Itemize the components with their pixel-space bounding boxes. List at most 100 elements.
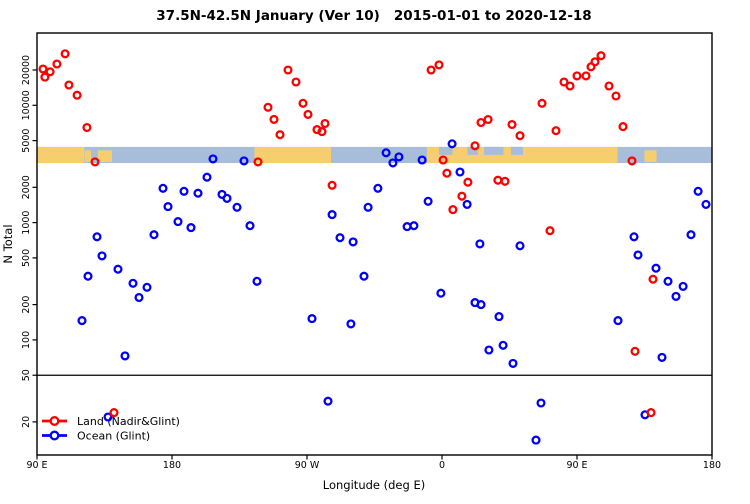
legend-marker — [49, 430, 60, 441]
data-point — [657, 352, 667, 362]
data-point — [291, 77, 301, 87]
data-point — [323, 396, 333, 406]
data-point — [128, 278, 138, 288]
band-ocean-patch — [467, 146, 478, 155]
data-point — [618, 122, 628, 132]
legend-label: Land (Nadir&Glint) — [77, 415, 180, 428]
data-point — [438, 155, 448, 165]
data-point — [475, 239, 485, 249]
data-point — [320, 118, 330, 129]
data-point — [590, 57, 600, 67]
y-tick-label: 20 — [21, 416, 32, 428]
data-point — [448, 205, 458, 215]
data-point — [515, 131, 525, 141]
data-point — [686, 230, 696, 240]
x-tick-label: 90 E — [566, 460, 587, 471]
data-point — [202, 172, 212, 182]
data-point — [263, 102, 273, 112]
data-point — [545, 226, 555, 236]
band-land-segment — [84, 150, 91, 163]
data-point — [163, 202, 173, 212]
data-point — [363, 202, 373, 212]
data-point — [158, 183, 168, 193]
data-point — [179, 186, 189, 196]
data-point — [45, 67, 55, 77]
data-point — [596, 51, 606, 61]
band-ocean-patch — [439, 146, 453, 155]
data-point — [536, 398, 546, 408]
data-point — [186, 223, 196, 233]
data-point — [283, 65, 293, 75]
data-point — [423, 196, 433, 206]
y-tick-label: 100 — [21, 331, 32, 349]
data-point — [381, 148, 391, 158]
data-point — [239, 156, 249, 166]
data-point — [208, 154, 218, 164]
data-point — [646, 408, 656, 418]
data-point — [442, 168, 452, 178]
y-tick-label: 10000 — [21, 90, 32, 120]
x-tick-label: 180 — [703, 460, 721, 471]
data-point — [508, 358, 518, 368]
band-land-segment — [254, 146, 331, 164]
data-point — [327, 180, 337, 190]
data-point — [629, 232, 639, 242]
data-point — [436, 288, 446, 298]
data-point — [494, 312, 504, 322]
data-point — [149, 230, 159, 240]
data-point — [120, 351, 130, 361]
data-point — [611, 91, 621, 101]
data-point — [298, 98, 308, 108]
data-point — [457, 191, 467, 201]
data-point — [678, 281, 688, 291]
legend: Land (Nadir&Glint) Ocean (Glint) — [42, 415, 180, 443]
data-point — [447, 139, 457, 149]
data-point — [373, 183, 383, 193]
data-point — [303, 109, 313, 119]
data-point — [82, 122, 92, 133]
data-point — [483, 114, 493, 125]
x-tick-label: 180 — [163, 460, 181, 471]
data-point — [565, 81, 575, 91]
band-ocean-patch — [484, 146, 504, 155]
land-points-series — [38, 49, 658, 418]
data-point — [113, 264, 123, 274]
ocean-points-series — [77, 139, 711, 445]
band-ocean-patch — [511, 146, 523, 155]
data-point — [462, 199, 472, 209]
x-axis-ticks: 90 E 180 90 W 0 90 E 180 — [26, 455, 721, 471]
data-point — [470, 298, 480, 308]
data-point — [455, 167, 465, 177]
data-point — [581, 71, 591, 81]
data-point — [64, 80, 74, 90]
x-tick-label: 90 W — [295, 460, 320, 471]
data-point — [346, 319, 356, 329]
data-point — [531, 435, 541, 445]
data-point — [515, 241, 525, 251]
data-point — [498, 340, 508, 350]
data-point — [394, 152, 404, 162]
data-point — [648, 274, 658, 284]
data-point — [252, 276, 262, 286]
data-point — [142, 282, 152, 292]
data-point — [335, 233, 345, 243]
data-point — [604, 81, 614, 91]
band-land-segment — [644, 150, 657, 163]
y-tick-label: 1000 — [21, 211, 32, 235]
y-axis-ticks: 20 50 100 200 500 1000 2000 5000 10000 20000 — [21, 55, 37, 428]
land-ocean-band — [37, 146, 712, 164]
data-point — [470, 141, 480, 151]
data-point — [613, 316, 623, 326]
chart-title: 37.5N-42.5N January (Ver 10) 2015-01-01 … — [156, 8, 591, 24]
data-point — [537, 98, 547, 108]
data-point — [476, 117, 486, 128]
y-tick-label: 500 — [21, 249, 32, 267]
data-point — [193, 188, 203, 198]
data-point — [633, 250, 643, 260]
data-point — [134, 292, 144, 303]
data-point — [426, 65, 436, 75]
data-point — [500, 176, 510, 186]
x-tick-label: 90 E — [26, 460, 47, 471]
